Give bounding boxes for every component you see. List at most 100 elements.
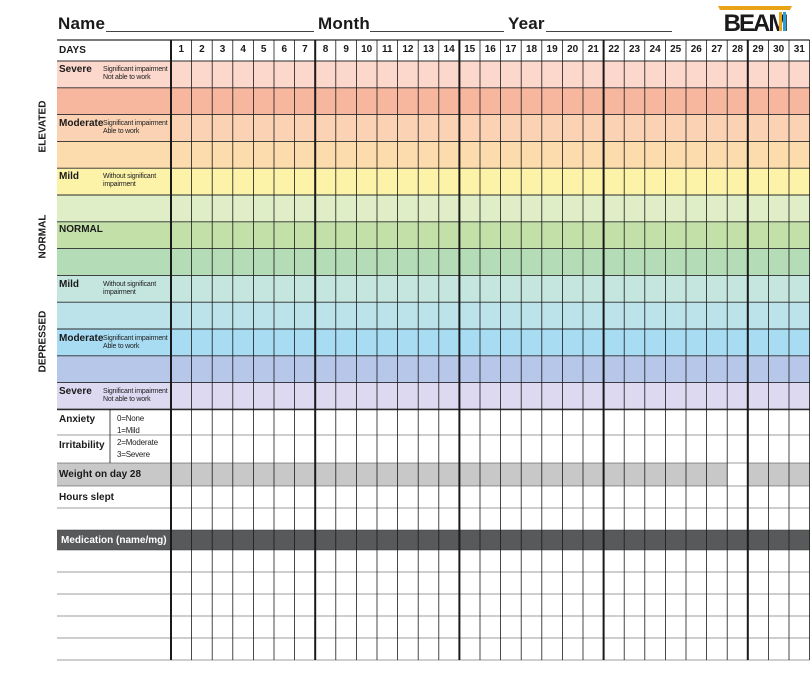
day-cell[interactable] bbox=[171, 275, 192, 302]
day-cell[interactable] bbox=[768, 594, 789, 616]
day-cell[interactable] bbox=[212, 222, 233, 249]
day-cell[interactable] bbox=[789, 168, 810, 195]
day-cell[interactable] bbox=[501, 61, 522, 88]
day-cell[interactable] bbox=[707, 88, 728, 115]
day-cell[interactable] bbox=[562, 572, 583, 594]
day-cell[interactable] bbox=[192, 88, 213, 115]
day-cell[interactable] bbox=[233, 302, 254, 329]
day-cell[interactable] bbox=[707, 409, 728, 435]
day-cell[interactable] bbox=[212, 508, 233, 530]
day-cell[interactable] bbox=[645, 638, 666, 660]
day-cell[interactable] bbox=[356, 302, 377, 329]
day-cell[interactable] bbox=[315, 435, 336, 463]
day-cell[interactable] bbox=[192, 508, 213, 530]
day-cell[interactable] bbox=[583, 463, 604, 486]
day-cell[interactable] bbox=[171, 463, 192, 486]
day-cell[interactable] bbox=[439, 594, 460, 616]
day-cell[interactable] bbox=[501, 383, 522, 410]
day-cell[interactable] bbox=[315, 508, 336, 530]
day-cell[interactable] bbox=[459, 594, 480, 616]
day-cell[interactable] bbox=[439, 638, 460, 660]
day-cell[interactable] bbox=[295, 409, 316, 435]
day-cell[interactable] bbox=[562, 638, 583, 660]
day-cell[interactable] bbox=[336, 638, 357, 660]
day-cell[interactable] bbox=[315, 249, 336, 276]
day-cell[interactable] bbox=[356, 572, 377, 594]
day-cell[interactable] bbox=[748, 302, 769, 329]
day-cell[interactable] bbox=[274, 409, 295, 435]
day-cell[interactable] bbox=[624, 435, 645, 463]
day-cell[interactable] bbox=[624, 61, 645, 88]
day-cell[interactable] bbox=[645, 508, 666, 530]
day-cell[interactable] bbox=[707, 168, 728, 195]
day-cell[interactable] bbox=[604, 222, 625, 249]
day-cell[interactable] bbox=[645, 141, 666, 168]
day-cell[interactable] bbox=[686, 115, 707, 142]
day-cell[interactable] bbox=[686, 550, 707, 572]
day-cell[interactable] bbox=[398, 486, 419, 508]
day-cell[interactable] bbox=[480, 329, 501, 356]
day-cell[interactable] bbox=[398, 168, 419, 195]
day-cell[interactable] bbox=[398, 195, 419, 222]
day-cell[interactable] bbox=[727, 435, 748, 463]
day-cell[interactable] bbox=[542, 275, 563, 302]
month-field[interactable] bbox=[372, 16, 506, 34]
day-cell[interactable] bbox=[274, 222, 295, 249]
day-cell[interactable] bbox=[398, 594, 419, 616]
day-cell[interactable] bbox=[521, 594, 542, 616]
day-cell[interactable] bbox=[356, 249, 377, 276]
day-cell[interactable] bbox=[789, 435, 810, 463]
day-cell[interactable] bbox=[707, 616, 728, 638]
day-cell[interactable] bbox=[439, 356, 460, 383]
day-cell[interactable] bbox=[356, 88, 377, 115]
day-cell[interactable] bbox=[665, 383, 686, 410]
day-cell[interactable] bbox=[192, 638, 213, 660]
day-cell[interactable] bbox=[233, 550, 254, 572]
day-cell[interactable] bbox=[583, 275, 604, 302]
day-cell[interactable] bbox=[562, 88, 583, 115]
day-cell[interactable] bbox=[562, 141, 583, 168]
day-cell[interactable] bbox=[377, 249, 398, 276]
day-cell[interactable] bbox=[192, 168, 213, 195]
day-cell[interactable] bbox=[768, 486, 789, 508]
day-cell[interactable] bbox=[521, 115, 542, 142]
day-cell[interactable] bbox=[315, 302, 336, 329]
day-cell[interactable] bbox=[253, 249, 274, 276]
day-cell[interactable] bbox=[521, 302, 542, 329]
day-cell[interactable] bbox=[377, 195, 398, 222]
day-cell[interactable] bbox=[521, 463, 542, 486]
day-cell[interactable] bbox=[336, 302, 357, 329]
day-cell[interactable] bbox=[356, 329, 377, 356]
day-cell[interactable] bbox=[192, 463, 213, 486]
day-cell[interactable] bbox=[274, 508, 295, 530]
day-cell[interactable] bbox=[542, 572, 563, 594]
day-cell[interactable] bbox=[315, 409, 336, 435]
day-cell[interactable] bbox=[748, 508, 769, 530]
day-cell[interactable] bbox=[604, 329, 625, 356]
day-cell[interactable] bbox=[459, 249, 480, 276]
day-cell[interactable] bbox=[521, 435, 542, 463]
day-cell[interactable] bbox=[295, 222, 316, 249]
day-cell[interactable] bbox=[789, 249, 810, 276]
day-cell[interactable] bbox=[604, 356, 625, 383]
day-cell[interactable] bbox=[377, 463, 398, 486]
day-cell[interactable] bbox=[212, 195, 233, 222]
day-cell[interactable] bbox=[233, 275, 254, 302]
day-cell[interactable] bbox=[274, 275, 295, 302]
day-cell[interactable] bbox=[377, 616, 398, 638]
day-cell[interactable] bbox=[439, 616, 460, 638]
day-cell[interactable] bbox=[604, 463, 625, 486]
day-cell[interactable] bbox=[398, 115, 419, 142]
day-cell[interactable] bbox=[315, 115, 336, 142]
day-cell[interactable] bbox=[212, 249, 233, 276]
day-cell[interactable] bbox=[707, 275, 728, 302]
day-cell[interactable] bbox=[707, 249, 728, 276]
day-cell[interactable] bbox=[604, 616, 625, 638]
day-cell[interactable] bbox=[336, 508, 357, 530]
day-cell[interactable] bbox=[171, 88, 192, 115]
day-cell[interactable] bbox=[418, 508, 439, 530]
day-cell[interactable] bbox=[748, 594, 769, 616]
day-cell[interactable] bbox=[336, 356, 357, 383]
day-cell[interactable] bbox=[665, 222, 686, 249]
day-cell[interactable] bbox=[604, 302, 625, 329]
